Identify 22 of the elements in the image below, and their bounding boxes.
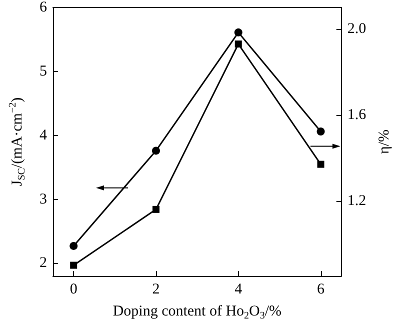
- y-tick-label: 6: [40, 0, 48, 16]
- y-tick-label: 2: [40, 255, 47, 272]
- point: [316, 128, 325, 136]
- y2-tick-label: 2.0: [347, 20, 366, 37]
- y2-tick-label: 1.6: [347, 106, 367, 123]
- x-tick-label: 0: [70, 282, 78, 298]
- y-tick-label: 5: [40, 63, 47, 80]
- x-tick-label: 2: [152, 282, 160, 298]
- x-tick-label: 4: [234, 282, 243, 298]
- y-tick-label: 3: [40, 191, 47, 208]
- y-axis-title: JSC/(mA·cm−2): [8, 97, 28, 186]
- y2-axis-title: η/%: [376, 129, 392, 154]
- y2-tick-label: 1.2: [347, 192, 366, 209]
- y-tick-label: 4: [40, 127, 48, 144]
- x-tick-label: 6: [317, 282, 326, 298]
- point: [152, 146, 160, 155]
- point: [70, 242, 78, 250]
- point: [234, 40, 242, 48]
- point: [70, 262, 78, 269]
- point: [152, 206, 160, 213]
- point: [234, 28, 242, 36]
- point: [317, 160, 324, 168]
